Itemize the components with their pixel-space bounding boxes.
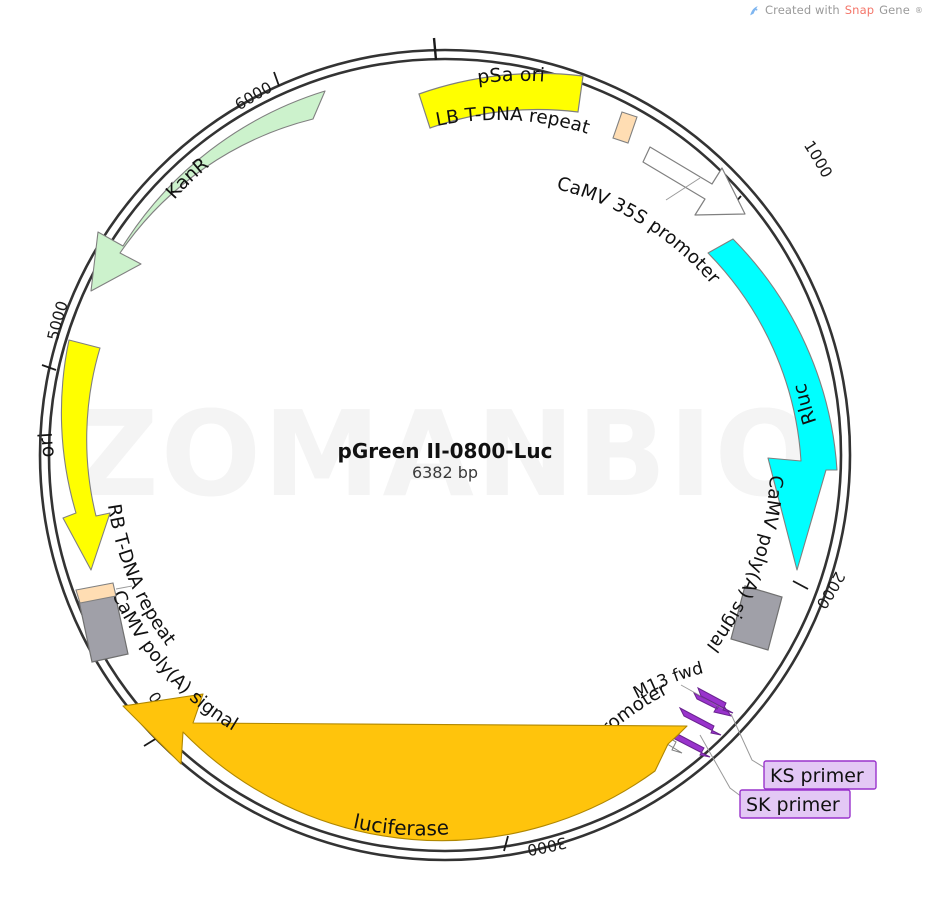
plasmid-backbone (38, 48, 852, 862)
feature-ori[interactable]: ori (35, 339, 111, 571)
primer-arrow-ks (697, 686, 734, 714)
primer-arrow-middle (678, 706, 722, 736)
tick-4000 (143, 737, 158, 747)
snapgene-credit-prefix: Created with (765, 3, 840, 17)
tick-6000 (273, 71, 280, 87)
plasmid-name: pGreen II-0800-Luc (338, 439, 553, 463)
primer-callout-leaders (699, 713, 766, 798)
watermark-text: ZOMANBIO (73, 385, 817, 523)
feature-label-psa-ori: pSa ori (476, 64, 546, 89)
feature-psa-ori[interactable]: pSa ori (418, 64, 584, 129)
feature-rluc[interactable]: Rluc (707, 238, 838, 571)
snapgene-brand-gene: Gene (879, 3, 910, 17)
snapgene-credit: Created with Snap Gene ® (748, 3, 923, 17)
snapgene-brand-snap: Snap (844, 3, 875, 17)
tick-3000 (503, 835, 509, 852)
feature-label-ori: ori (35, 432, 59, 459)
callout-ks-primer[interactable]: KS primer (763, 760, 877, 790)
ruler-ticks (41, 37, 809, 852)
snapgene-logo-icon (748, 5, 760, 17)
callout-label-ks-primer: KS primer (770, 765, 864, 787)
feature-kanr[interactable]: KanR (90, 90, 326, 292)
tick-2000 (792, 580, 809, 590)
snapgene-registered-mark: ® (914, 5, 923, 15)
callout-label-sk-primer: SK primer (746, 794, 840, 816)
feature-luciferase[interactable]: luciferase (122, 693, 688, 842)
tick-label-1000: 1000 (800, 137, 836, 180)
feature-lb-t-dna-repeat[interactable]: LB T-DNA repeat (434, 104, 638, 144)
primer-arrows[interactable] (667, 686, 734, 758)
tick-origin (432, 37, 438, 61)
plasmid-size: 6382 bp (412, 463, 478, 482)
tick-5000 (41, 364, 57, 371)
callout-sk-primer[interactable]: SK primer (739, 789, 851, 819)
